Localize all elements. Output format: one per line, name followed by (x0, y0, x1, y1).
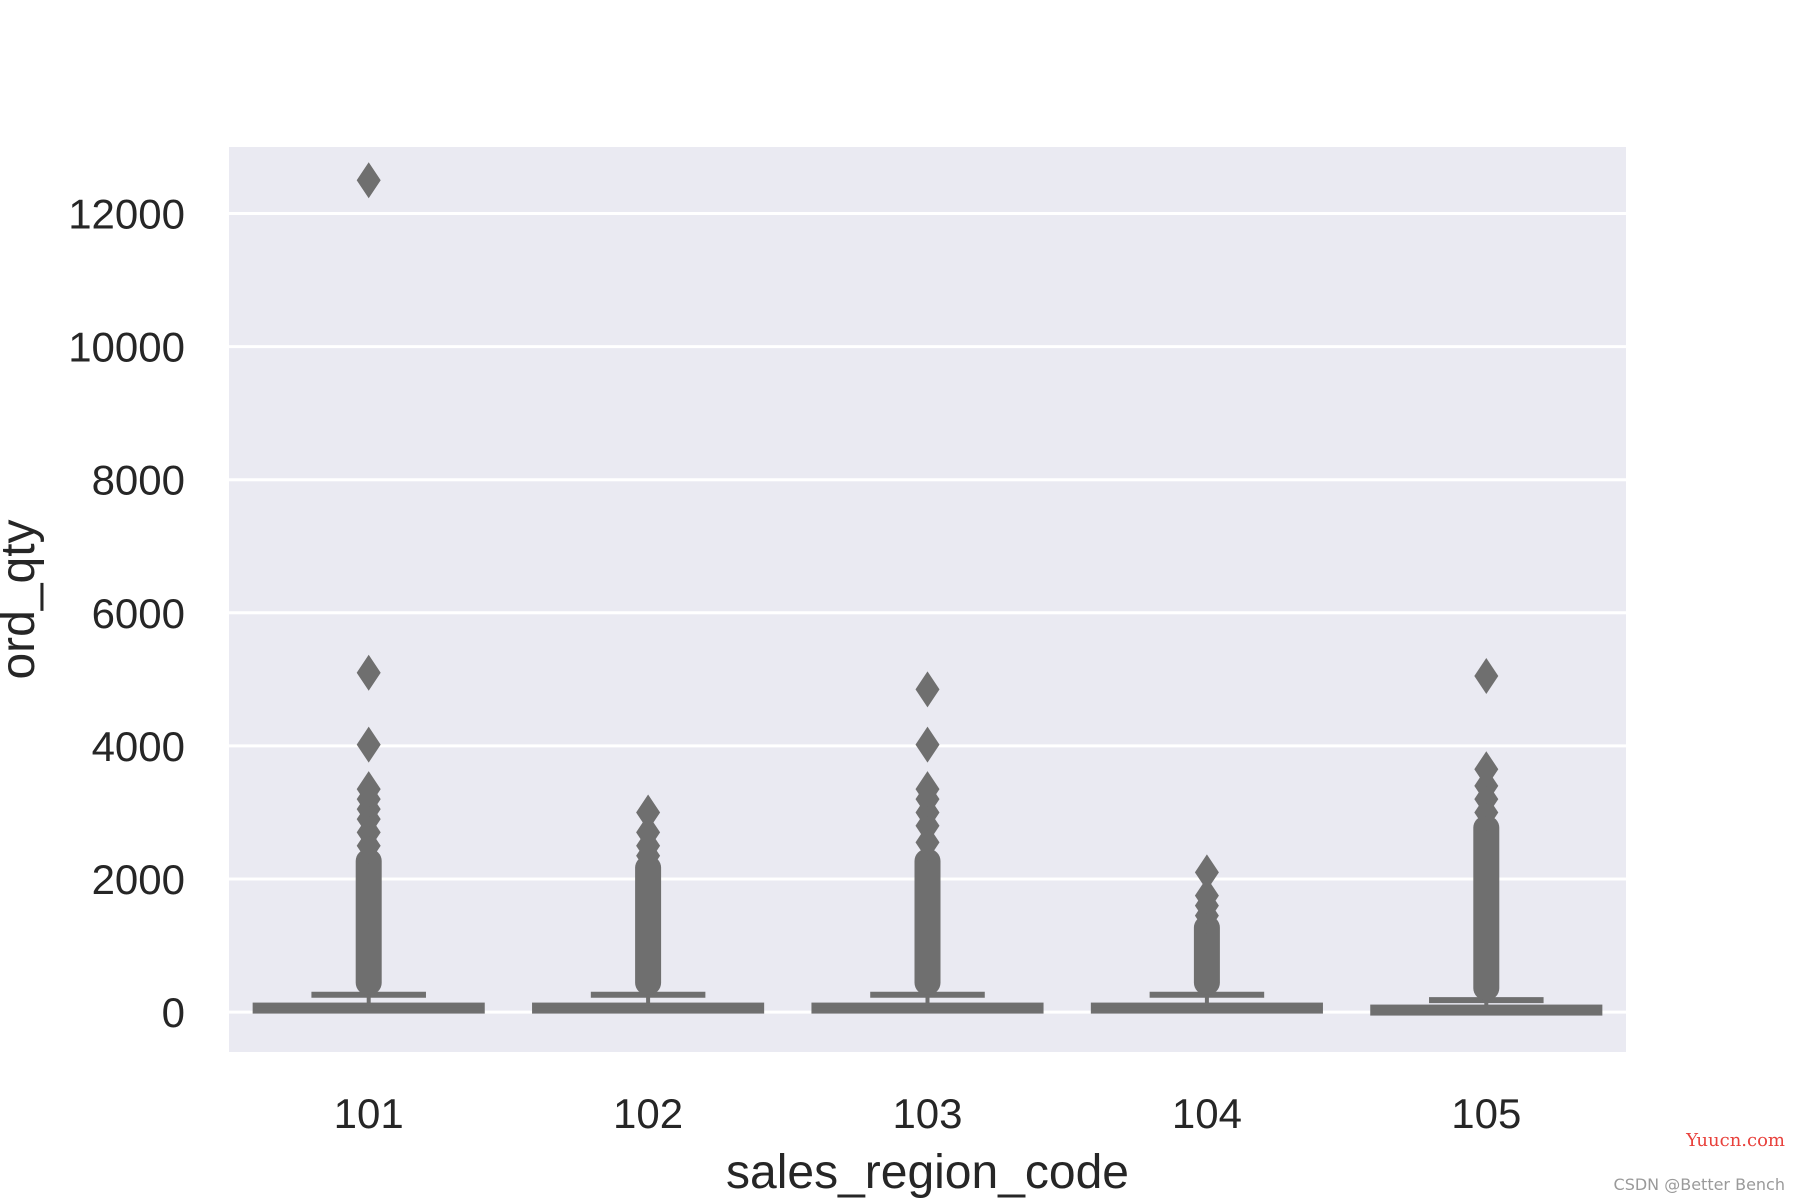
outlier-cluster-103 (914, 849, 941, 995)
box-group-101 (252, 162, 485, 1014)
x-tick-label-104: 104 (1172, 1090, 1242, 1137)
watermark-credit: CSDN @Better Bench (1613, 1175, 1785, 1194)
box-group-103 (811, 671, 1044, 1014)
outlier-101-8 (356, 162, 381, 199)
y-axis-ticks: 0 2000 4000 6000 8000 10000 12000 (68, 191, 185, 1037)
outlier-102-3 (636, 794, 661, 831)
outlier-cluster-104 (1193, 915, 1220, 995)
y-tick-label-4000: 4000 (92, 723, 185, 770)
y-tick-label-0: 0 (162, 989, 185, 1036)
x-tick-label-103: 103 (892, 1090, 962, 1137)
outlier-102-2 (636, 814, 661, 851)
box-series (252, 162, 1603, 1016)
outlier-105-4 (1474, 658, 1499, 695)
y-tick-label-6000: 6000 (92, 590, 185, 637)
x-tick-label-102: 102 (613, 1090, 683, 1137)
y-tick-label-12000: 12000 (68, 191, 185, 238)
y-axis-label: ord_qty (0, 519, 45, 679)
outlier-cluster-105 (1473, 815, 1500, 1001)
box-group-102 (532, 794, 765, 1014)
outlier-cluster-101 (355, 849, 382, 995)
outlier-105-3 (1474, 751, 1499, 788)
outlier-104-3 (1194, 854, 1219, 891)
y-tick-label-2000: 2000 (92, 856, 185, 903)
box-group-104 (1090, 854, 1323, 1014)
x-axis-ticks: 101 102 103 104 105 (334, 1090, 1522, 1137)
x-tick-label-101: 101 (334, 1090, 404, 1137)
y-tick-label-10000: 10000 (68, 324, 185, 371)
outlier-104-2 (1194, 877, 1219, 914)
outlier-103-4 (915, 771, 940, 808)
outlier-101-5 (356, 771, 381, 808)
watermark-site: Yuucn.com (1686, 1130, 1785, 1151)
box-group-105 (1370, 658, 1603, 1016)
outlier-101-7 (356, 654, 381, 691)
x-axis-label: sales_region_code (726, 1146, 1129, 1199)
x-tick-label-105: 105 (1451, 1090, 1521, 1137)
outlier-103-6 (915, 671, 940, 708)
outlier-103-5 (915, 726, 940, 763)
outlier-101-6 (356, 726, 381, 763)
outlier-cluster-102 (635, 855, 662, 995)
y-tick-label-8000: 8000 (92, 457, 185, 504)
